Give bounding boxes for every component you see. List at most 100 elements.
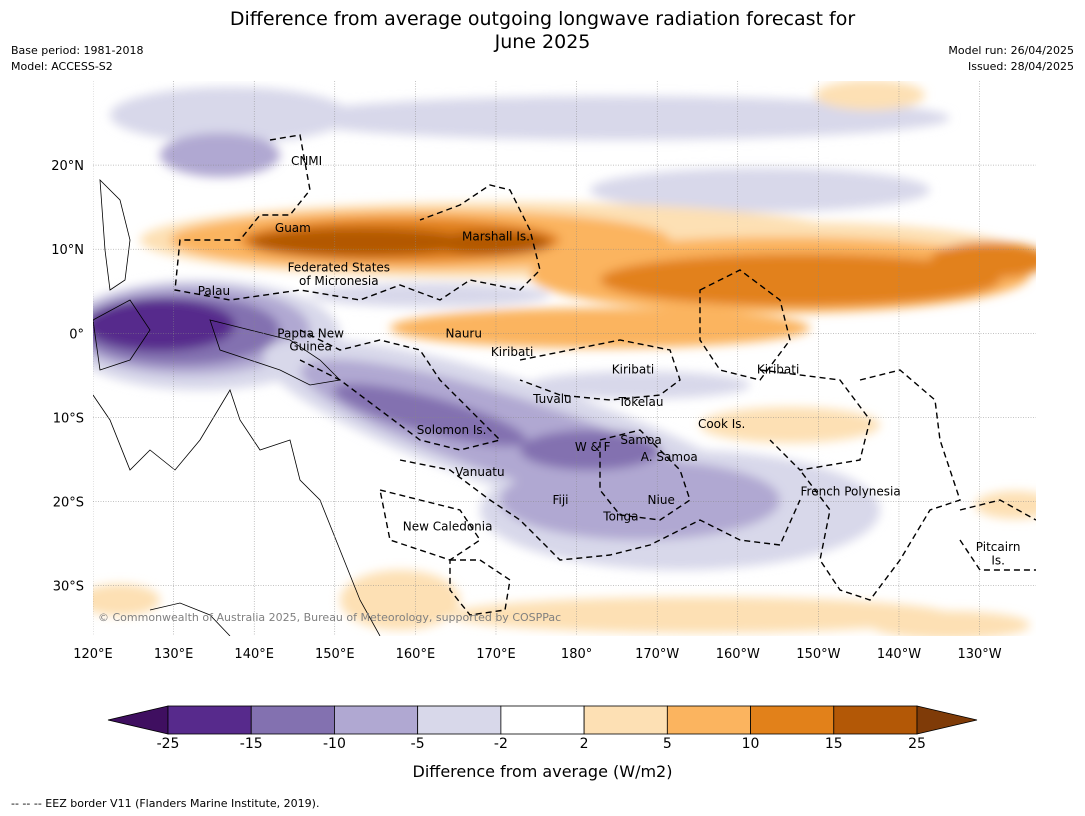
lon-tick-label: 130°E: [154, 647, 194, 662]
region-label: French Polynesia: [801, 484, 901, 498]
lon-tick-label: 150°E: [315, 647, 355, 662]
eez-vanuatu-fiji: [399, 459, 801, 561]
gridlines: [93, 81, 1036, 636]
eez-png-solomons: [299, 329, 502, 451]
lat-tick-label: 10°N: [51, 243, 84, 258]
colorbar-bin: [666, 705, 751, 735]
eez-kiribati: [519, 339, 681, 401]
lon-tick-label: 140°E: [234, 647, 274, 662]
copyright-notice: © Commonwealth of Australia 2025, Bureau…: [98, 611, 561, 624]
eez-new-caledonia: [379, 489, 481, 561]
colorbar-tick-label: -2: [493, 736, 508, 752]
region-label: Solomon Is.: [417, 423, 487, 437]
region-label: Tokelau: [618, 395, 664, 409]
eez-central: [699, 269, 791, 381]
lon-tick-label: 160°E: [396, 647, 436, 662]
lon-tick-label: 170°W: [635, 647, 679, 662]
latitude-axis: 20°N 10°N 0° 10°S 20°S 30°S: [51, 159, 84, 594]
map-title-line2: June 2025: [494, 31, 591, 53]
eez-lord-howe: [449, 559, 511, 616]
colorbar-bin: [250, 705, 335, 735]
region-label: Palau: [198, 284, 230, 298]
region-label: A. Samoa: [641, 450, 698, 464]
meta-right: Model run: 26/04/2025 Issued: 28/04/2025: [948, 43, 1074, 75]
region-label: Nauru: [446, 326, 482, 340]
region-label: Federated States: [288, 261, 390, 275]
borneo-coast: [93, 299, 151, 371]
eez-borders: [174, 134, 1036, 616]
region-label: W & F: [575, 440, 611, 454]
region-label: New Caledonia: [403, 520, 493, 534]
philippines-coast: [99, 178, 131, 291]
eez-cook: [759, 369, 871, 471]
region-label: Guinea: [289, 340, 332, 354]
lon-tick-label: 150°W: [796, 647, 840, 662]
base-period: Base period: 1981-2018: [11, 44, 144, 57]
lon-tick-label: 170°E: [476, 647, 516, 662]
colorbar-tick-label: -10: [323, 736, 346, 752]
anomaly-fields: [93, 81, 1036, 636]
colorbar-bin: [833, 705, 918, 735]
colorbar-bin: [334, 705, 419, 735]
eez-footnote: -- -- -- EEZ border V11 (Flanders Marine…: [11, 797, 320, 810]
lat-tick-label: 10°S: [53, 411, 84, 426]
region-label: Vanuatu: [455, 465, 505, 479]
lon-tick-label: 140°W: [877, 647, 921, 662]
region-label: Tuvalu: [532, 392, 572, 406]
lat-tick-label: 30°S: [53, 580, 84, 595]
new-zealand-coast: [149, 602, 231, 636]
colorbar-bin: [750, 705, 835, 735]
colorbar-tick-label: -25: [156, 736, 180, 752]
land-outlines: [93, 178, 381, 636]
lon-tick-label: 120°E: [73, 647, 113, 662]
colorbar-tick-label: -15: [239, 736, 263, 752]
colorbar-tick-label: 2: [579, 736, 589, 752]
region-label: Papua New: [277, 326, 344, 340]
region-label: Niue: [648, 493, 675, 507]
model-run: Model run: 26/04/2025: [948, 44, 1074, 57]
colorbar: [107, 705, 978, 735]
region-label: CNMI: [291, 154, 322, 168]
new-guinea-coast: [209, 319, 341, 386]
colorbar-title: Difference from average (W/m2): [412, 762, 673, 781]
region-label: Kiribati: [491, 345, 533, 359]
lat-tick-label: 20°S: [53, 495, 84, 510]
colorbar-tick-label: 15: [824, 736, 843, 752]
map-title-line1: Difference from average outgoing longwav…: [229, 8, 856, 30]
lat-tick-label: 0°: [69, 327, 84, 342]
colorbar-tick-label: -5: [410, 736, 425, 752]
lon-tick-label: 130°W: [957, 647, 1001, 662]
region-label: Guam: [275, 221, 311, 235]
colorbar-bin: [500, 705, 585, 735]
region-label: Is.: [991, 553, 1005, 567]
longitude-axis: 120°E 130°E 140°E 150°E 160°E 170°E 180° 170°W 1…: [73, 647, 1002, 662]
model-name: Model: ACCESS-S2: [11, 60, 113, 73]
colorbar-bin: [167, 705, 252, 735]
colorbar-tick-label: 5: [662, 736, 672, 752]
meta-left: Base period: 1981-2018 Model: ACCESS-S2: [11, 43, 143, 75]
region-label: Tonga: [602, 510, 638, 524]
region-label: Pitcairn: [976, 540, 1021, 554]
region-label: Fiji: [552, 493, 568, 507]
region-label: Cook Is.: [698, 417, 745, 431]
issued-date: Issued: 28/04/2025: [967, 60, 1074, 73]
colorbar-extend-high: [916, 705, 978, 735]
colorbar-bin: [583, 705, 668, 735]
eez-french-polynesia: [799, 369, 961, 601]
lon-tick-label: 180°: [561, 647, 592, 662]
region-label: of Micronesia: [299, 274, 379, 288]
region-label: Marshall Is.: [462, 230, 530, 244]
lon-tick-label: 160°W: [716, 647, 760, 662]
region-label: Kiribati: [612, 362, 654, 376]
australia-coast: [93, 389, 381, 636]
colorbar-extend-low: [107, 705, 169, 735]
map-title: Difference from average outgoing longwav…: [0, 8, 1085, 54]
colorbar-tick-label: 25: [908, 736, 926, 752]
lat-tick-label: 20°N: [51, 159, 84, 174]
region-label: Samoa: [620, 433, 661, 447]
region-label: Kiribati: [757, 362, 799, 376]
colorbar-tick-label: 10: [741, 736, 760, 752]
